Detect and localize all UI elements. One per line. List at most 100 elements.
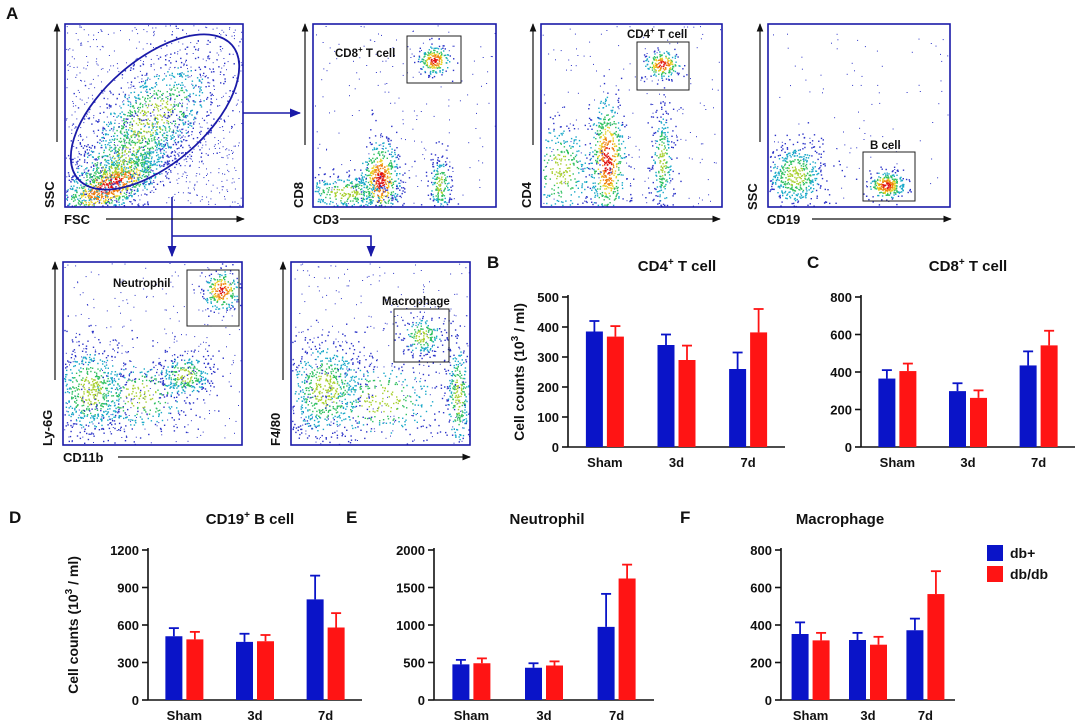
flow-event [177,118,179,120]
flow-event [166,103,169,105]
flow-event [232,178,234,180]
flow-event [109,170,111,172]
flow-event [205,60,207,62]
flow-event [153,125,155,127]
flow-event [376,189,378,191]
flow-event [355,198,357,200]
flow-event [180,74,182,76]
flow-event [83,118,86,120]
flow-event [130,141,133,143]
flow-event [131,30,133,32]
flow-event [133,160,135,162]
flow-event [587,186,589,188]
flow-event [340,179,343,182]
flow-event [581,191,583,194]
flow-event [574,155,577,158]
flow-event [426,62,428,64]
flow-event [372,149,374,151]
flow-event [127,129,130,131]
flow-event [446,149,448,151]
flow-event [150,66,152,67]
flow-event [129,105,132,108]
flow-event [174,126,176,128]
flow-event [423,147,425,149]
flow-event [437,200,439,202]
flow-event [137,111,139,113]
flow-event [368,202,370,204]
flow-event [86,162,88,164]
flow-event [157,78,160,80]
flow-event [390,102,392,104]
flow-event [209,109,211,111]
flow-event [424,70,426,73]
flow-event [150,169,152,171]
flow-event [394,102,396,104]
flow-event [437,157,439,159]
flow-event [452,45,454,47]
flow-event [348,179,350,182]
flow-event [114,182,116,184]
flow-event [370,188,373,190]
flow-event [95,171,97,173]
flow-event [143,181,145,184]
flow-event [107,177,109,179]
flow-event [209,41,211,43]
flow-event [564,155,567,158]
flow-event [113,135,115,137]
flow-event [551,172,553,174]
flow-event [169,115,171,117]
flow-event [95,178,98,180]
flow-event [87,61,89,63]
flow-event [383,173,385,175]
flow-event [392,47,394,49]
flow-event [142,173,145,176]
flow-event [157,97,159,99]
flow-event [376,161,379,163]
flow-event [162,152,165,155]
flow-event [135,166,137,169]
flow-event [121,195,124,198]
flow-event [108,181,111,184]
flow-event [141,137,143,139]
flow-event [561,183,563,185]
flow-event [104,201,107,204]
flow-event [575,154,578,156]
flow-event [187,187,189,189]
flow-event [362,197,364,199]
flow-event [139,70,141,72]
flow-event [153,114,155,116]
flow-event [186,109,188,111]
flow-event [212,62,214,64]
flow-event [363,195,365,197]
flow-event [154,141,156,143]
flow-event [380,187,383,189]
flow-event [417,60,420,63]
flow-event [195,117,197,119]
flow-event [218,54,220,56]
flow-event [373,171,375,173]
flow-event [416,115,418,117]
flow-event [194,69,197,71]
flow-event [598,155,600,157]
flow-event [428,49,430,51]
flow-event [144,137,146,139]
flow-event [91,151,94,153]
flow-event [397,178,400,180]
flow-event [131,154,133,156]
flow-event [112,130,114,132]
flow-event [378,179,380,181]
flow-event [100,170,102,172]
flow-event [543,169,545,171]
flow-event [113,139,115,141]
flow-event [154,116,156,119]
flow-event [676,110,678,112]
flow-event [436,182,438,184]
flow-event [388,91,390,93]
flow-event [164,161,166,164]
flow-event [223,74,225,76]
flow-event [232,153,233,154]
flow-event [155,82,157,84]
flow-event [142,182,144,185]
flow-event [128,172,130,174]
flow-event [473,60,475,62]
